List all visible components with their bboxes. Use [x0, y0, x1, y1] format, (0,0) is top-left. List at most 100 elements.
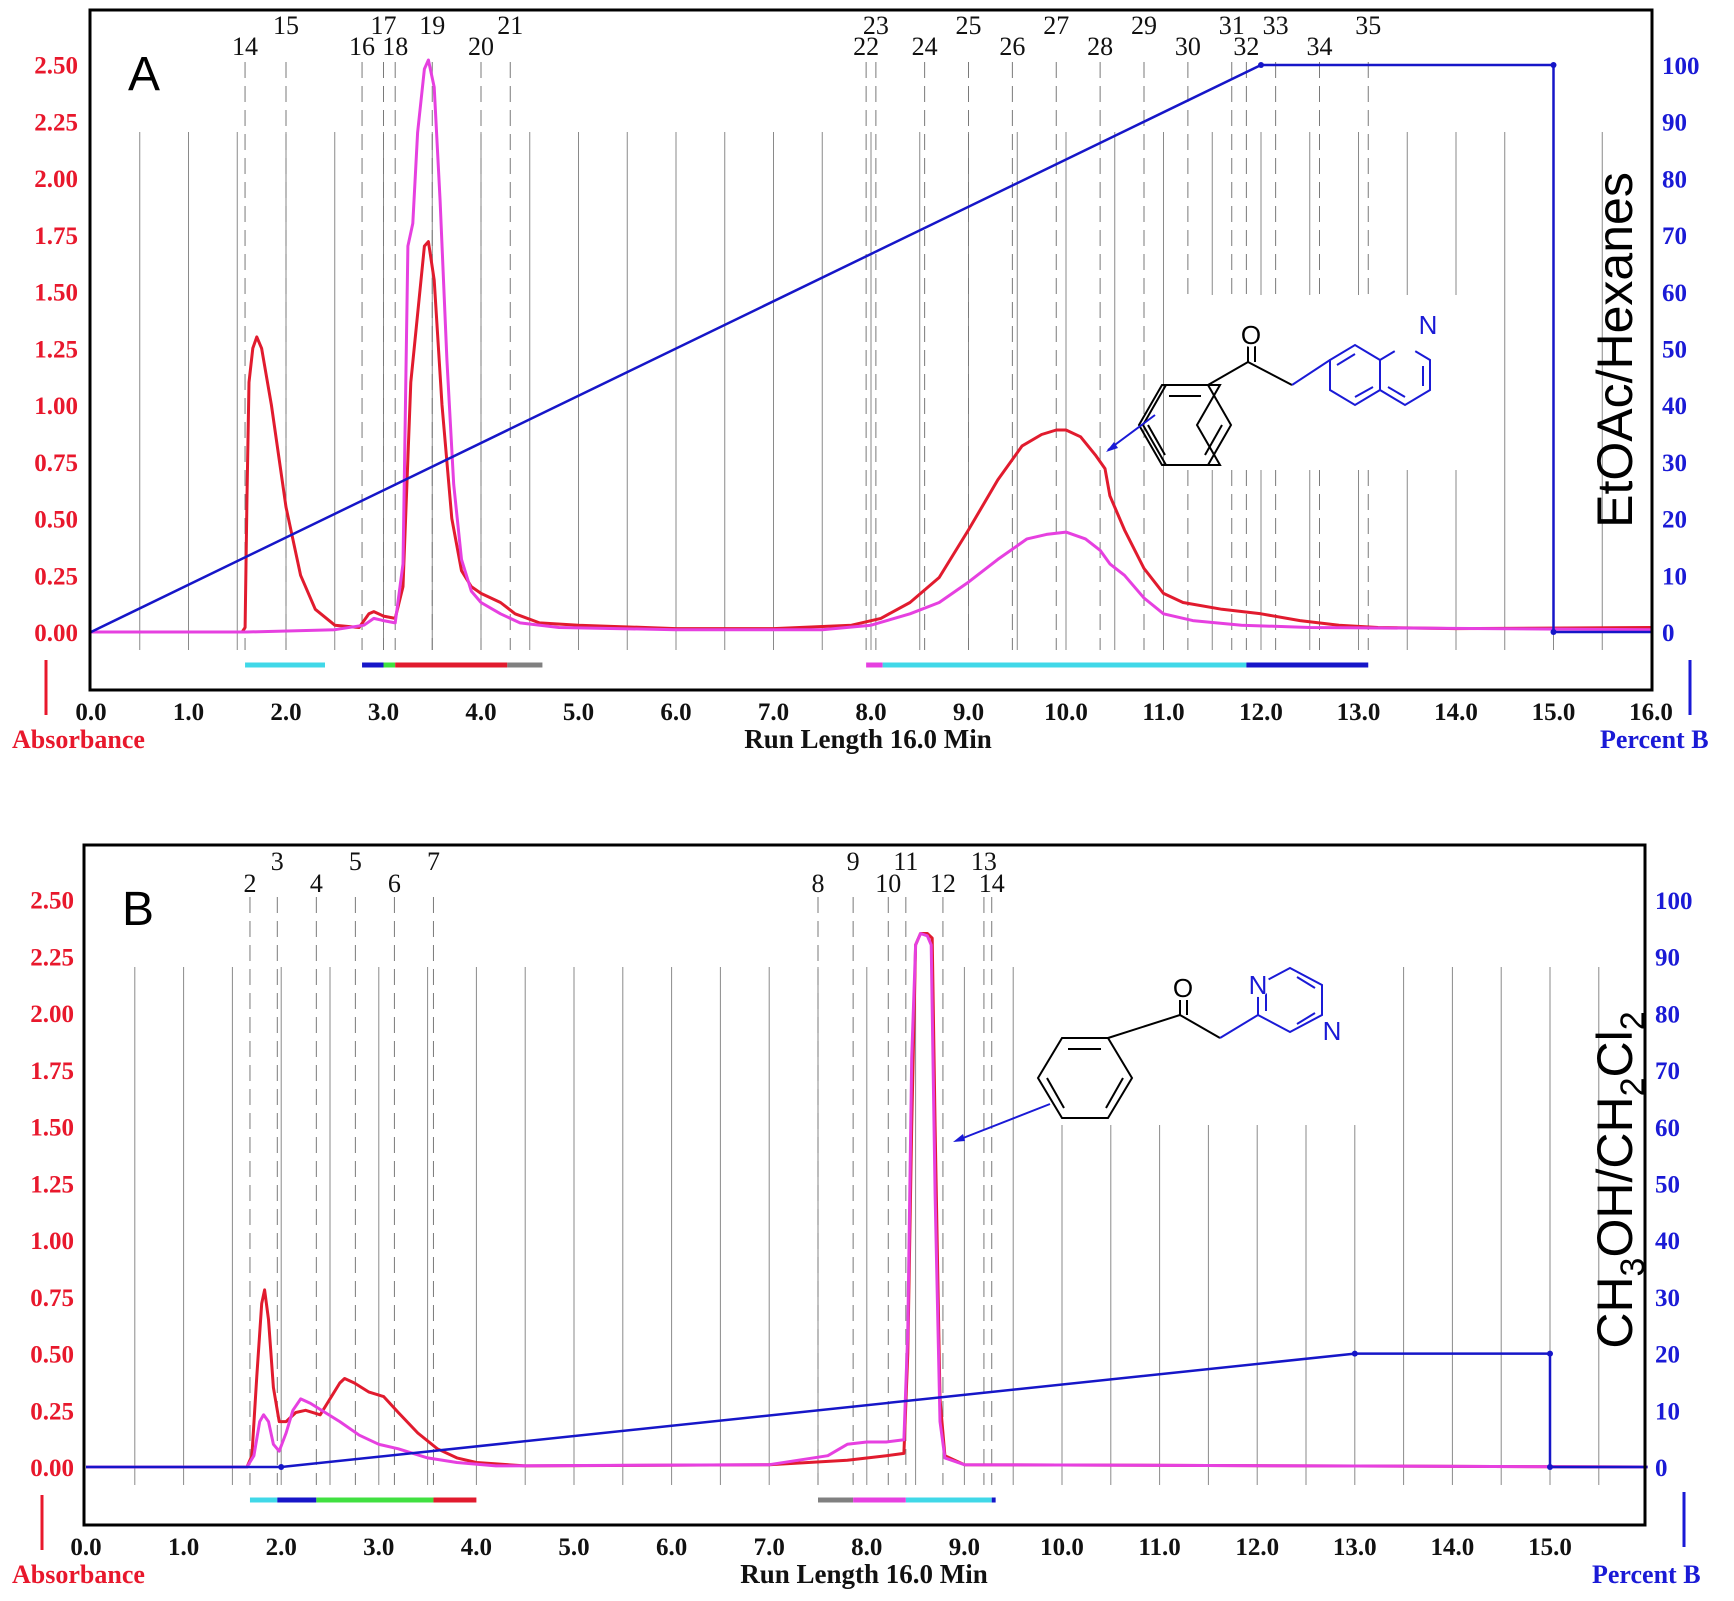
y-tick-label-percent-b: 10	[1662, 563, 1687, 590]
fraction-number-label: 19	[419, 11, 445, 40]
molecule-a-arrow	[1107, 414, 1156, 451]
x-tick-label: 5.0	[558, 1534, 589, 1561]
fraction-number-label: 18	[382, 32, 408, 61]
absorbance-trace-trace_magenta	[86, 932, 1648, 1469]
fraction-number-label: 4	[310, 869, 323, 898]
fraction-number-label: 35	[1355, 11, 1381, 40]
x-axis-title-b: Run Length 16.0 Min	[740, 1559, 988, 1589]
y-tick-label-absorbance: 1.50	[30, 1115, 74, 1142]
grid-b	[134, 967, 1600, 1485]
y-tick-label-absorbance: 0.50	[30, 1342, 74, 1369]
fraction-number-label: 25	[956, 11, 982, 40]
y-axis-title-right-b: Percent B	[1592, 1560, 1701, 1589]
fraction-number-label: 32	[1233, 32, 1259, 61]
x-tick-label: 12.0	[1235, 1534, 1279, 1561]
panel-label-a: A	[128, 48, 160, 101]
oxygen-atom-a: O	[1241, 320, 1261, 350]
x-tick-label: 7.0	[754, 1534, 785, 1561]
fraction-number-label: 27	[1043, 11, 1069, 40]
x-ticks-a: 0.0 1.0 2.0 3.0 4.0 5.0 6.0 7.0 8.0 9.0 10.0 11.0 12…	[75, 699, 1673, 726]
y-tick-label-absorbance: 0.75	[30, 1285, 74, 1312]
x-tick-label: 1.0	[173, 699, 204, 726]
y-tick-label-absorbance: 2.00	[34, 166, 78, 193]
fraction-number-label: 22	[853, 32, 879, 61]
fraction-number-label: 33	[1263, 11, 1289, 40]
fraction-number-label: 7	[427, 847, 440, 876]
x-tick-label: 4.0	[465, 699, 496, 726]
x-ticks-b: 0.0 1.0 2.0 3.0 4.0 5.0 6.0 7.0 8.0 9.0 10.0 11.0 12…	[70, 1534, 1572, 1561]
y-tick-label-percent-b: 30	[1655, 1285, 1680, 1312]
molecule-b-arrow	[957, 1103, 1051, 1141]
x-tick-label: 6.0	[660, 699, 691, 726]
gradient-point-marker	[278, 1464, 285, 1470]
x-tick-label: 9.0	[953, 699, 984, 726]
y-axis-title-left-b: Absorbance	[12, 1560, 145, 1589]
y-tick-label-percent-b: 40	[1655, 1228, 1680, 1255]
fraction-number-label: 8	[812, 869, 825, 898]
x-tick-label: 2.0	[266, 1534, 297, 1561]
gradient-a	[90, 62, 1651, 635]
y-tick-label-percent-b: 60	[1655, 1115, 1680, 1142]
fraction-number-label: 30	[1175, 32, 1201, 61]
y-axis-title-left-a: Absorbance	[12, 725, 145, 754]
x-tick-label: 10.0	[1044, 699, 1088, 726]
plot-frame-b	[82, 843, 1647, 1527]
x-tick-label: 8.0	[851, 1534, 882, 1561]
fraction-number-label: 14	[232, 32, 258, 61]
x-tick-label: 3.0	[368, 699, 399, 726]
y-tick-label-percent-b: 60	[1662, 280, 1687, 307]
fraction-number-label: 15	[273, 11, 299, 40]
y-tick-label-absorbance: 1.50	[34, 280, 78, 307]
nitrogen-atom-a: N	[1419, 310, 1438, 340]
y-tick-label-absorbance: 0.50	[34, 507, 78, 534]
solvent-label-b: CH3OH/CH2Cl2	[1587, 1011, 1652, 1348]
fraction-number-label: 17	[371, 11, 397, 40]
y-tick-label-absorbance: 0.00	[30, 1455, 74, 1482]
y-tick-label-percent-b: 40	[1662, 393, 1687, 420]
x-tick-label: 0.0	[75, 699, 106, 726]
y-tick-label-percent-b: 80	[1655, 1001, 1680, 1028]
fraction-number-label: 9	[847, 847, 860, 876]
gradient-point-marker	[1547, 1350, 1553, 1357]
molecule-a: O N	[1106, 295, 1496, 470]
y-tick-label-absorbance: 1.00	[34, 393, 78, 420]
gradient-point-marker	[1258, 62, 1264, 68]
x-tick-label: 8.0	[855, 699, 886, 726]
y-tick-label-absorbance: 1.75	[30, 1058, 74, 1085]
y-tick-label-absorbance: 0.25	[30, 1398, 74, 1425]
fraction-labels-a: 1415161718192021222324252627282930313233…	[232, 11, 1381, 61]
fraction-number-label: 29	[1131, 11, 1157, 40]
nitrogen-atom-b1: N	[1249, 970, 1268, 1000]
x-tick-label: 15.0	[1528, 1534, 1572, 1561]
fraction-number-label: 3	[271, 847, 284, 876]
absorbance-trace-trace_magenta	[91, 58, 1652, 634]
y-tick-label-absorbance: 0.25	[34, 563, 78, 590]
series-b	[86, 932, 1648, 1469]
fraction-number-label: 26	[999, 32, 1025, 61]
x-tick-label: 13.0	[1333, 1534, 1377, 1561]
fraction-number-label: 5	[349, 847, 362, 876]
y-tick-label-absorbance: 2.25	[34, 109, 78, 136]
x-tick-label: 13.0	[1337, 699, 1381, 726]
x-tick-label: 1.0	[168, 1534, 199, 1561]
x-tick-label: 10.0	[1040, 1534, 1084, 1561]
chart-panel-a: 1415161718192021222324252627282930313233…	[12, 8, 1709, 754]
fraction-number-label: 28	[1087, 32, 1113, 61]
y-tick-label-absorbance: 1.75	[34, 223, 78, 250]
y-ticks-right-b: 0 10 20 30 40 50 60 70 80 90 100	[1655, 888, 1693, 1482]
y-tick-label-percent-b: 80	[1662, 166, 1687, 193]
y-tick-label-absorbance: 1.25	[34, 336, 78, 363]
solvent-label-a: EtOAc/Hexanes	[1587, 172, 1643, 528]
panel-label-b: B	[122, 883, 154, 936]
percent-b-gradient-line	[86, 1352, 1648, 1469]
y-tick-label-absorbance: 2.50	[30, 888, 74, 915]
absorbance-trace-trace_red	[91, 240, 1652, 634]
oxygen-atom-bg-b	[1171, 976, 1195, 1000]
y-tick-label-percent-b: 50	[1655, 1172, 1680, 1199]
x-tick-label: 11.0	[1142, 699, 1184, 726]
y-tick-label-percent-b: 90	[1662, 110, 1687, 137]
x-tick-label: 2.0	[270, 699, 301, 726]
oxygen-atom-bg-a	[1239, 323, 1263, 347]
